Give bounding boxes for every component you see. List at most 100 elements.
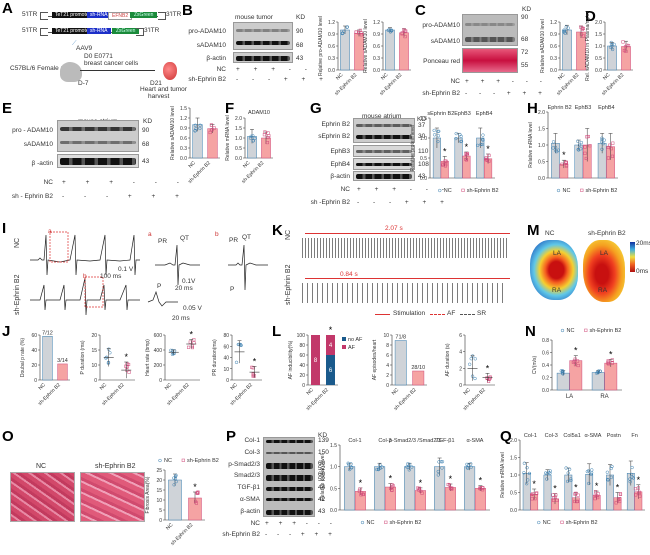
kd-value: 43: [318, 508, 326, 515]
data-point: [525, 482, 529, 486]
significance-star: *: [124, 352, 128, 362]
data-point: [263, 130, 267, 134]
inset-a-label: a: [148, 231, 152, 238]
group-label: sEphrin B2: [427, 111, 454, 117]
day0-label: D0 E0771: [84, 53, 113, 60]
group-label: TGF-β1: [435, 438, 454, 444]
x-tick-label: NC: [230, 382, 240, 392]
y-tick-label: 0.6: [550, 44, 557, 50]
map-sh: [583, 240, 625, 302]
row-label: sADAM10: [430, 38, 460, 45]
y-tick-label: 4: [386, 363, 389, 369]
y-tick-label: 1.5: [235, 126, 242, 132]
data-point: [587, 481, 591, 486]
data-point: [609, 40, 613, 45]
data-point: [439, 460, 443, 464]
af-duration-sh: 0.84 s: [340, 271, 358, 278]
kd-value: 44: [318, 484, 326, 491]
sh-lane-label: sh - Ephrin B2: [11, 193, 53, 200]
y-tick-label: 0.3: [373, 56, 380, 62]
panel-label-q: Q: [500, 428, 512, 445]
harvest-label: Heart and tumor: [140, 86, 187, 93]
data-point: [553, 145, 558, 149]
data-point: [390, 488, 394, 492]
data-point: [251, 138, 255, 143]
legend-sr: SR: [477, 310, 487, 317]
legend-sh-marker: [560, 520, 564, 524]
y-tick-label: 60: [299, 353, 305, 359]
data-point: [480, 142, 485, 147]
colorbar-min: 0ms: [636, 268, 649, 275]
panel-label-n: N: [525, 323, 536, 340]
nc-lane-label: NC: [340, 186, 350, 193]
y-tick-label: 100: [297, 333, 306, 339]
data-point: [610, 44, 614, 48]
data-point: [375, 467, 379, 472]
data-point: [212, 126, 216, 130]
data-point: [581, 26, 585, 31]
data-point: [386, 28, 390, 32]
significance-star: *: [449, 474, 453, 484]
group-label: Col-1: [524, 433, 537, 439]
scale-time: 100 ms: [100, 273, 122, 280]
bar-label: 6: [329, 368, 333, 374]
significance-star: *: [609, 349, 613, 359]
significance-star: *: [486, 144, 490, 154]
data-point: [410, 465, 414, 469]
row-label: Ponceau red: [423, 58, 460, 65]
blot-image: [353, 145, 415, 157]
y-tick-label: 0.0: [180, 156, 187, 162]
data-point: [564, 466, 568, 470]
y-axis-label: CV(m/s): [532, 356, 538, 375]
data-point: [108, 351, 112, 355]
data-point: [535, 491, 539, 495]
day-minus7-label: D-7: [78, 80, 89, 87]
data-point: [174, 479, 178, 484]
y-tick-label: 4: [459, 350, 462, 356]
data-point: [552, 498, 556, 502]
data-point: [481, 133, 485, 137]
data-point: [562, 30, 566, 34]
data-point: [561, 371, 565, 375]
bar: [454, 137, 463, 179]
kd-value: 150: [318, 449, 329, 456]
row-label: sEphrin B2: [318, 133, 350, 140]
legend-nc: NC: [367, 520, 375, 526]
data-point: [377, 467, 381, 471]
histo-sh-label: sh-Ephrin B2: [95, 463, 136, 470]
data-point: [572, 359, 576, 363]
kd-value: 55: [521, 62, 529, 69]
map-nc: [530, 240, 578, 300]
blot-image: [353, 171, 415, 181]
data-point: [469, 462, 473, 466]
legend-af: AF: [447, 310, 456, 317]
y-axis-label: Rel. sADAM10 in Plasma/ng/ml: [585, 11, 591, 81]
significance-star: *: [574, 346, 578, 356]
data-point: [234, 360, 239, 365]
ponceau-stain: [462, 48, 518, 73]
sh-lane-label: sh-Ephrin B2: [222, 531, 260, 538]
itr-bracket-right-2: [136, 28, 144, 36]
bar-af: [311, 335, 320, 385]
data-point: [407, 462, 412, 466]
legend-af: AF: [348, 345, 356, 351]
data-point: [628, 480, 632, 484]
data-point: [584, 156, 588, 161]
data-point: [208, 130, 212, 135]
row-label: pro-ADAM10: [188, 28, 226, 35]
y-tick-label: 1.0: [595, 44, 602, 50]
data-point: [466, 463, 470, 467]
significance-star: *: [486, 363, 490, 373]
reporter-box: ZsGreen: [130, 12, 158, 18]
ra-label: RA: [552, 287, 562, 294]
kd-value: 30: [418, 133, 426, 140]
row-label: EphB4: [330, 161, 350, 168]
nc-lane-label: NC: [450, 78, 460, 85]
data-point: [432, 128, 436, 133]
data-point: [583, 151, 587, 155]
kd-value: 60 52: [318, 471, 326, 483]
significance-star: *: [329, 325, 333, 335]
y-tick-label: 200: [154, 363, 163, 369]
data-point: [633, 487, 638, 491]
y-axis-label: AF episodes/heart: [372, 339, 378, 380]
